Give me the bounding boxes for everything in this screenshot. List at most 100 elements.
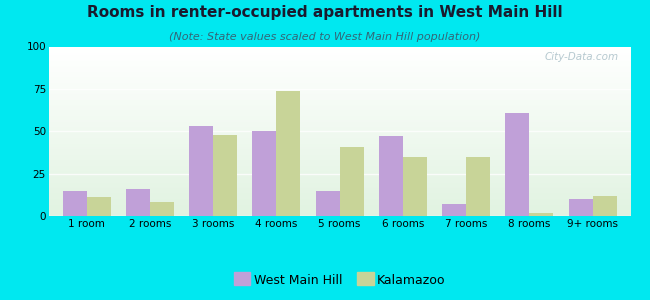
- Bar: [49, 181, 630, 182]
- Bar: [49, 148, 630, 149]
- Bar: [49, 173, 630, 174]
- Bar: [49, 112, 630, 113]
- Bar: [49, 130, 630, 131]
- Bar: [49, 140, 630, 141]
- Bar: [49, 80, 630, 81]
- Bar: [49, 82, 630, 83]
- Bar: [49, 124, 630, 125]
- Bar: [49, 61, 630, 62]
- Bar: [379, 136, 403, 216]
- Bar: [49, 171, 630, 172]
- Bar: [49, 96, 630, 97]
- Bar: [49, 142, 630, 143]
- Bar: [49, 128, 630, 129]
- Bar: [62, 190, 86, 216]
- Bar: [49, 167, 630, 168]
- Bar: [49, 118, 630, 119]
- Bar: [49, 69, 630, 70]
- Bar: [49, 95, 630, 96]
- Bar: [49, 81, 630, 82]
- Bar: [49, 195, 630, 196]
- Bar: [49, 52, 630, 53]
- Bar: [505, 112, 529, 216]
- Bar: [49, 174, 630, 175]
- Bar: [49, 79, 630, 80]
- Bar: [49, 63, 630, 64]
- Bar: [49, 48, 630, 49]
- Bar: [49, 201, 630, 202]
- Bar: [49, 76, 630, 77]
- Bar: [49, 105, 630, 106]
- Bar: [49, 70, 630, 71]
- Bar: [49, 196, 630, 197]
- Bar: [316, 190, 339, 216]
- Bar: [49, 146, 630, 147]
- Bar: [49, 104, 630, 105]
- Bar: [49, 77, 630, 78]
- Bar: [49, 168, 630, 169]
- Bar: [49, 134, 630, 135]
- Text: City-Data.com: City-Data.com: [545, 52, 619, 61]
- Bar: [49, 149, 630, 150]
- Bar: [49, 59, 630, 60]
- Bar: [49, 75, 630, 76]
- Bar: [189, 126, 213, 216]
- Bar: [49, 85, 630, 86]
- Bar: [49, 58, 630, 59]
- Bar: [49, 156, 630, 157]
- Bar: [49, 154, 630, 155]
- Bar: [49, 92, 630, 93]
- Bar: [49, 114, 630, 115]
- Bar: [49, 184, 630, 185]
- Bar: [49, 164, 630, 165]
- Bar: [49, 102, 630, 103]
- Bar: [49, 214, 630, 215]
- Bar: [49, 186, 630, 187]
- Bar: [49, 165, 630, 166]
- Bar: [49, 71, 630, 72]
- Bar: [49, 74, 630, 75]
- Bar: [49, 132, 630, 133]
- Bar: [49, 111, 630, 112]
- Bar: [49, 179, 630, 180]
- Bar: [49, 55, 630, 56]
- Bar: [49, 113, 630, 114]
- Bar: [49, 135, 630, 136]
- Bar: [49, 200, 630, 201]
- Bar: [276, 91, 300, 216]
- Bar: [49, 178, 630, 179]
- Bar: [49, 183, 630, 184]
- Bar: [49, 143, 630, 144]
- Bar: [49, 133, 630, 134]
- Bar: [49, 170, 630, 171]
- Bar: [49, 194, 630, 195]
- Bar: [529, 213, 553, 216]
- Bar: [49, 182, 630, 183]
- Bar: [49, 189, 630, 190]
- Bar: [49, 203, 630, 204]
- Bar: [49, 72, 630, 73]
- Bar: [49, 110, 630, 111]
- Bar: [49, 161, 630, 162]
- Bar: [49, 159, 630, 160]
- Bar: [49, 138, 630, 139]
- Bar: [49, 62, 630, 63]
- Bar: [213, 135, 237, 216]
- Bar: [49, 90, 630, 91]
- Bar: [442, 204, 466, 216]
- Bar: [49, 91, 630, 92]
- Bar: [49, 193, 630, 194]
- Bar: [49, 121, 630, 122]
- Bar: [49, 47, 630, 48]
- Bar: [150, 202, 174, 216]
- Bar: [49, 205, 630, 206]
- Bar: [49, 126, 630, 127]
- Bar: [49, 65, 630, 66]
- Bar: [49, 51, 630, 52]
- Bar: [49, 88, 630, 89]
- Bar: [49, 87, 630, 88]
- Bar: [49, 157, 630, 158]
- Bar: [49, 123, 630, 124]
- Bar: [49, 84, 630, 85]
- Bar: [49, 116, 630, 117]
